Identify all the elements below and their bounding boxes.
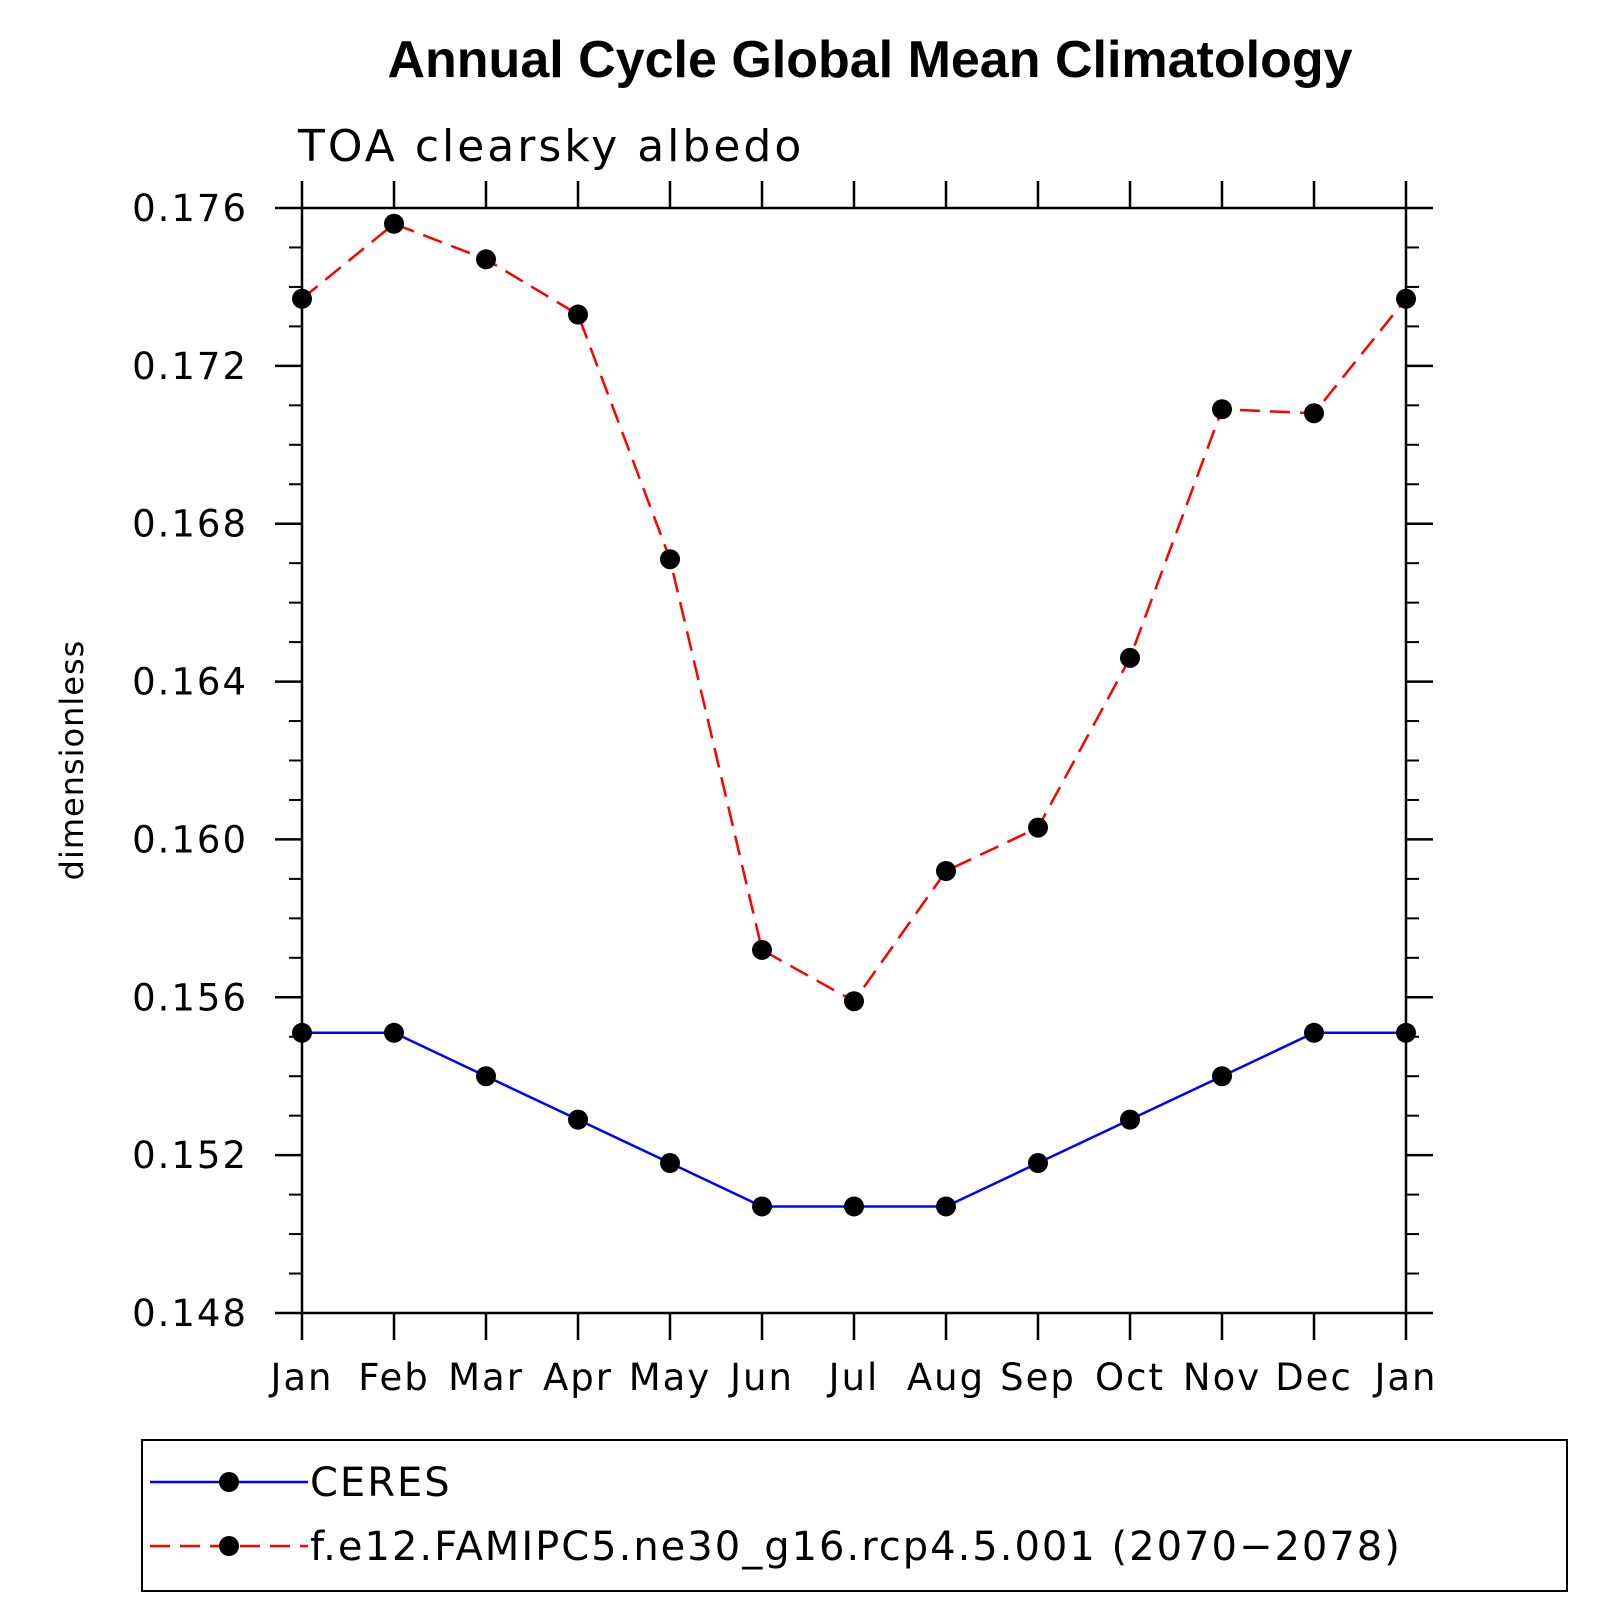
legend-label-1: f.e12.FAMIPC5.ne30_g16.rcp4.5.001 (2070−… [310, 1524, 1402, 1570]
series-1-point [1212, 399, 1232, 420]
legend-marker-1 [219, 1536, 239, 1556]
x-tick-label: Nov [1183, 1356, 1261, 1399]
series-0-point [568, 1109, 588, 1130]
y-tick-label: 0.172 [132, 345, 248, 388]
y-tick-label: 0.176 [132, 187, 248, 230]
series-line-0 [302, 1031, 1406, 1208]
series-layer [292, 213, 1416, 1217]
x-tick-label: Apr [543, 1356, 613, 1399]
series-1-point [752, 939, 772, 960]
series-0-point [660, 1153, 680, 1174]
chart-subtitle: TOA clearsky albedo [297, 121, 804, 172]
y-tick-label: 0.168 [132, 503, 248, 546]
series-0-point [476, 1066, 496, 1087]
series-line-1 [301, 222, 1407, 1003]
x-tick-label: Jan [268, 1356, 333, 1399]
x-tick-label: Jul [827, 1356, 880, 1399]
series-1-point [936, 861, 956, 881]
x-tick-label: Dec [1275, 1356, 1353, 1399]
series-0-point [1304, 1022, 1324, 1043]
legend: CERES f.e12.FAMIPC5.ne30_g16.rcp4.5.001 (… [141, 1439, 1568, 1592]
tick-labels: Jan Feb Mar Apr May Jun Jul Aug Sep Oct Nov Dec Jan 0… [132, 187, 1437, 1399]
series-1-point [476, 249, 496, 270]
series-0-point [936, 1196, 956, 1217]
y-tick-label: 0.164 [132, 661, 248, 704]
x-tick-label: Aug [907, 1356, 985, 1399]
series-0-point [1028, 1153, 1048, 1174]
series-1-point [844, 991, 864, 1012]
y-tick-label: 0.148 [132, 1292, 248, 1335]
series-0-point [1120, 1109, 1140, 1130]
x-tick-label: Oct [1095, 1356, 1165, 1399]
x-tick-label: Jun [728, 1356, 794, 1399]
y-tick-label: 0.160 [132, 818, 248, 861]
plot-frame [300, 206, 1408, 1315]
x-tick-label: Jan [1372, 1356, 1437, 1399]
x-tick-label: Sep [1000, 1356, 1076, 1399]
y-tick-label: 0.156 [132, 976, 248, 1019]
y-tick-label: 0.152 [132, 1134, 248, 1177]
x-tick-label: Mar [448, 1356, 524, 1399]
x-tick-label: Feb [358, 1356, 430, 1399]
series-0-point [752, 1196, 772, 1217]
series-1-point [1120, 647, 1140, 668]
series-1-point [660, 549, 680, 570]
series-1-point [1304, 403, 1324, 424]
series-0-point [384, 1022, 404, 1043]
series-1-point [384, 213, 404, 234]
axis-ticks [275, 181, 1433, 1340]
series-1-point [1028, 817, 1048, 838]
x-tick-label: May [629, 1356, 712, 1399]
series-1-point [568, 304, 588, 325]
series-0-point [844, 1196, 864, 1217]
legend-marker-0 [219, 1472, 239, 1492]
legend-label-0: CERES [310, 1460, 452, 1506]
chart-title: Annual Cycle Global Mean Climatology [387, 31, 1352, 89]
series-0-point [1212, 1066, 1232, 1087]
y-axis-title: dimensionless [53, 640, 91, 881]
legend-box [141, 1439, 1568, 1592]
